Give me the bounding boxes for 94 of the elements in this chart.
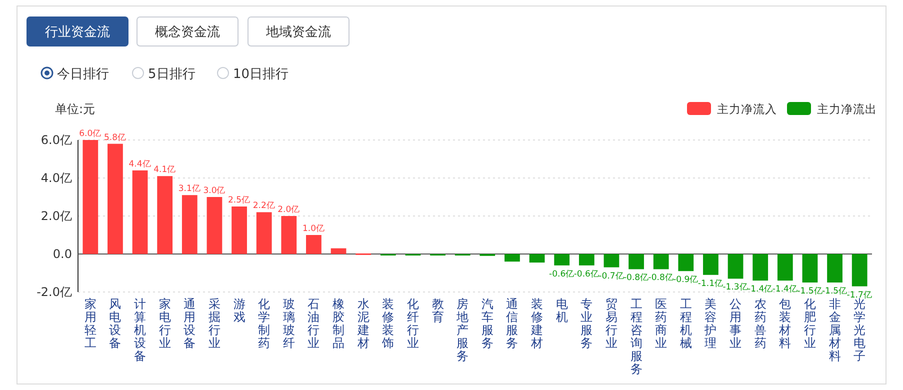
data-label: 3.0亿 bbox=[203, 185, 226, 196]
x-tick-label: 工程咨询服务 bbox=[630, 297, 642, 376]
data-label: 2.5亿 bbox=[228, 194, 251, 206]
x-tick-label: 汽车服务 bbox=[481, 297, 494, 350]
data-label: -0.7亿 bbox=[598, 270, 624, 282]
bar bbox=[852, 254, 868, 286]
bar bbox=[330, 248, 346, 254]
data-label: 4.1亿 bbox=[154, 164, 176, 176]
bar bbox=[306, 235, 322, 254]
data-label: 2.2亿 bbox=[252, 200, 276, 212]
annotation: 今日排行 bbox=[40, 66, 109, 82]
data-label: -0.6亿 bbox=[574, 268, 600, 280]
data-label: -0.8亿 bbox=[623, 272, 650, 284]
y-tick-label: -2.0亿 bbox=[36, 285, 72, 299]
bar bbox=[529, 254, 545, 263]
x-tick-label: 通用设备 bbox=[184, 297, 196, 350]
bar bbox=[777, 254, 793, 281]
annotation: 行业资金流 bbox=[26, 16, 128, 46]
data-label: 3.1亿 bbox=[178, 183, 201, 194]
annotation: 10日排行 bbox=[217, 67, 289, 82]
bar bbox=[232, 206, 247, 254]
bar bbox=[504, 254, 520, 262]
x-tick-label: 贸易行业 bbox=[605, 297, 618, 350]
bar bbox=[108, 144, 123, 254]
bar bbox=[827, 254, 842, 282]
annotation: 5日排行 bbox=[132, 67, 196, 82]
bar bbox=[82, 140, 98, 254]
x-tick-label: 包装材料 bbox=[778, 297, 792, 350]
x-tick-label: 教育 bbox=[432, 297, 444, 324]
data-label: -1.4亿 bbox=[748, 284, 774, 295]
x-tick-label: 家电行业 bbox=[158, 297, 171, 350]
bar bbox=[678, 254, 694, 272]
data-label: -0.9亿 bbox=[673, 274, 699, 286]
data-label: 6.0亿 bbox=[79, 128, 102, 139]
data-label: 1.0亿 bbox=[302, 223, 325, 234]
data-label: -1.1亿 bbox=[698, 278, 724, 289]
x-tick-label: 装修装饰 bbox=[381, 297, 394, 350]
data-label: -0.6亿 bbox=[549, 268, 575, 280]
bar bbox=[554, 254, 570, 266]
x-tick-label: 专业服务 bbox=[580, 297, 593, 350]
x-tick-label: 家用轻工 bbox=[84, 297, 96, 350]
x-tick-label: 计算机设备 bbox=[134, 297, 146, 363]
data-label: -1.3亿 bbox=[722, 282, 748, 293]
x-tick-label: 化肥行业 bbox=[804, 297, 816, 350]
bar bbox=[256, 212, 272, 254]
x-tick-label: 美容护理 bbox=[704, 297, 717, 350]
x-tick-label: 医药商业 bbox=[655, 297, 668, 350]
bar bbox=[281, 216, 297, 254]
x-tick-label: 光学光电子 bbox=[854, 297, 866, 363]
x-tick-label: 橡胶制品 bbox=[332, 297, 345, 350]
x-tick-label: 电机 bbox=[556, 297, 568, 324]
x-tick-label: 风电设备 bbox=[109, 297, 122, 350]
x-tick-label: 非金属材料 bbox=[828, 297, 841, 363]
x-tick-label: 工程机械 bbox=[680, 297, 692, 350]
data-label: 4.4亿 bbox=[128, 158, 152, 170]
y-tick-label: 6.0亿 bbox=[40, 133, 72, 147]
x-tick-label: 公用事业 bbox=[730, 297, 742, 350]
x-tick-label: 化学制药 bbox=[258, 297, 270, 350]
data-label: -1.5亿 bbox=[797, 286, 823, 296]
annotation: 概念资金流 bbox=[136, 16, 238, 46]
annotation: 地域资金流 bbox=[248, 16, 350, 46]
bar bbox=[628, 254, 644, 270]
bar bbox=[578, 254, 594, 266]
x-tick-label: 化纤行业 bbox=[406, 297, 419, 350]
x-tick-label: 采掘行业 bbox=[208, 297, 220, 350]
legend-label: 主力净流入 bbox=[717, 102, 777, 116]
y-tick-label: 2.0亿 bbox=[40, 209, 72, 223]
bar bbox=[182, 195, 198, 254]
bar bbox=[728, 254, 744, 279]
bar bbox=[604, 254, 620, 268]
x-tick-label: 房地产服务 bbox=[456, 297, 469, 363]
y-axis-title: 单位:元 bbox=[55, 102, 96, 116]
data-label: -1.5亿 bbox=[822, 286, 848, 296]
x-tick-label: 农药兽药 bbox=[754, 297, 766, 350]
bar bbox=[206, 197, 222, 254]
x-tick-label: 装修建材 bbox=[530, 297, 544, 350]
data-label: 5.8亿 bbox=[104, 132, 126, 143]
bar bbox=[653, 254, 669, 270]
bar bbox=[752, 254, 768, 281]
x-tick-label: 石油行业 bbox=[308, 297, 320, 350]
legend-label: 主力净流出 bbox=[817, 102, 877, 116]
bar bbox=[703, 254, 718, 275]
bar bbox=[802, 254, 818, 282]
data-label: 2.0亿 bbox=[278, 204, 300, 215]
y-tick-label: 4.0亿 bbox=[40, 171, 72, 185]
x-tick-label: 游戏 bbox=[233, 297, 246, 324]
data-label: -0.8亿 bbox=[648, 272, 674, 284]
bar bbox=[132, 170, 148, 254]
x-tick-label: 玻璃玻纤 bbox=[282, 297, 295, 350]
x-tick-label: 水泥建材 bbox=[356, 297, 370, 350]
data-label: -1.4亿 bbox=[772, 284, 798, 295]
bar bbox=[157, 176, 173, 254]
x-tick-label: 通信服务 bbox=[506, 297, 518, 350]
y-tick-label: 0.0 bbox=[52, 247, 72, 261]
